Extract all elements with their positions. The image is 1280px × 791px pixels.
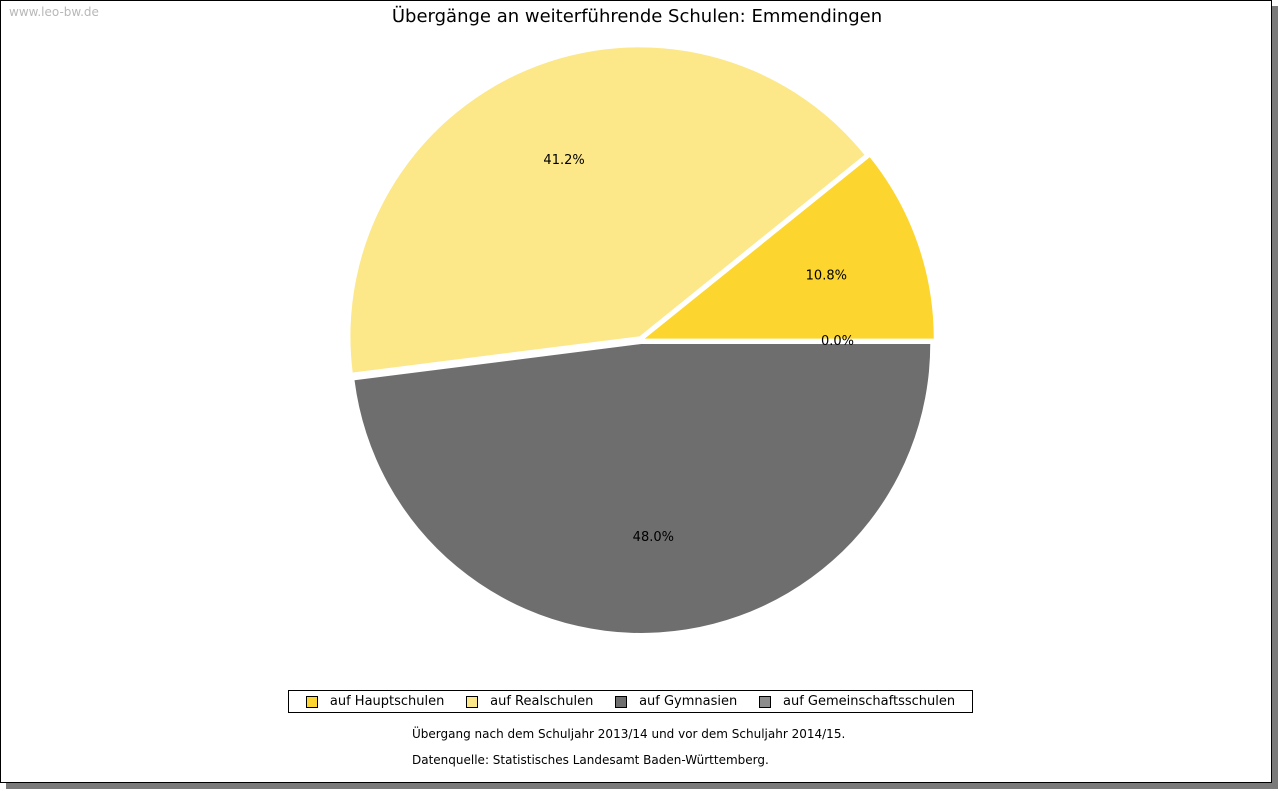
legend-label: auf Gemeinschaftsschulen (783, 694, 956, 709)
legend-swatch (759, 695, 771, 708)
legend-item-hauptschulen: auf Hauptschulen (305, 694, 445, 709)
slice-label: 41.2% (543, 153, 584, 168)
legend-label: auf Hauptschulen (329, 694, 445, 709)
chart-title: Übergänge an weiterführende Schulen: Emm… (391, 6, 883, 27)
legend-label: auf Gymnasien (639, 694, 738, 709)
legend-swatch (615, 695, 628, 708)
legend-swatch (305, 695, 318, 708)
legend: auf Hauptschulen auf Realschulen auf Gym… (288, 690, 973, 713)
legend-item-realschulen: auf Realschulen (466, 694, 593, 709)
slice-label: 10.8% (806, 269, 847, 284)
legend-item-gemeinschaftsschulen: auf Gemeinschaftsschulen (759, 694, 955, 709)
watermark: www.leo-bw.de (9, 5, 99, 19)
pie-slice (644, 157, 934, 339)
legend-item-gymnasien: auf Gymnasien (615, 694, 737, 709)
legend-swatch (466, 695, 479, 708)
note-data-source: Datenquelle: Statistisches Landesamt Bad… (412, 753, 769, 767)
slice-label: 48.0% (633, 530, 674, 545)
slice-label: 0.0% (821, 334, 854, 349)
note-school-year: Übergang nach dem Schuljahr 2013/14 und … (412, 727, 846, 741)
pie-slice (354, 343, 931, 633)
legend-label: auf Realschulen (490, 694, 594, 709)
pie-slice (350, 47, 865, 373)
